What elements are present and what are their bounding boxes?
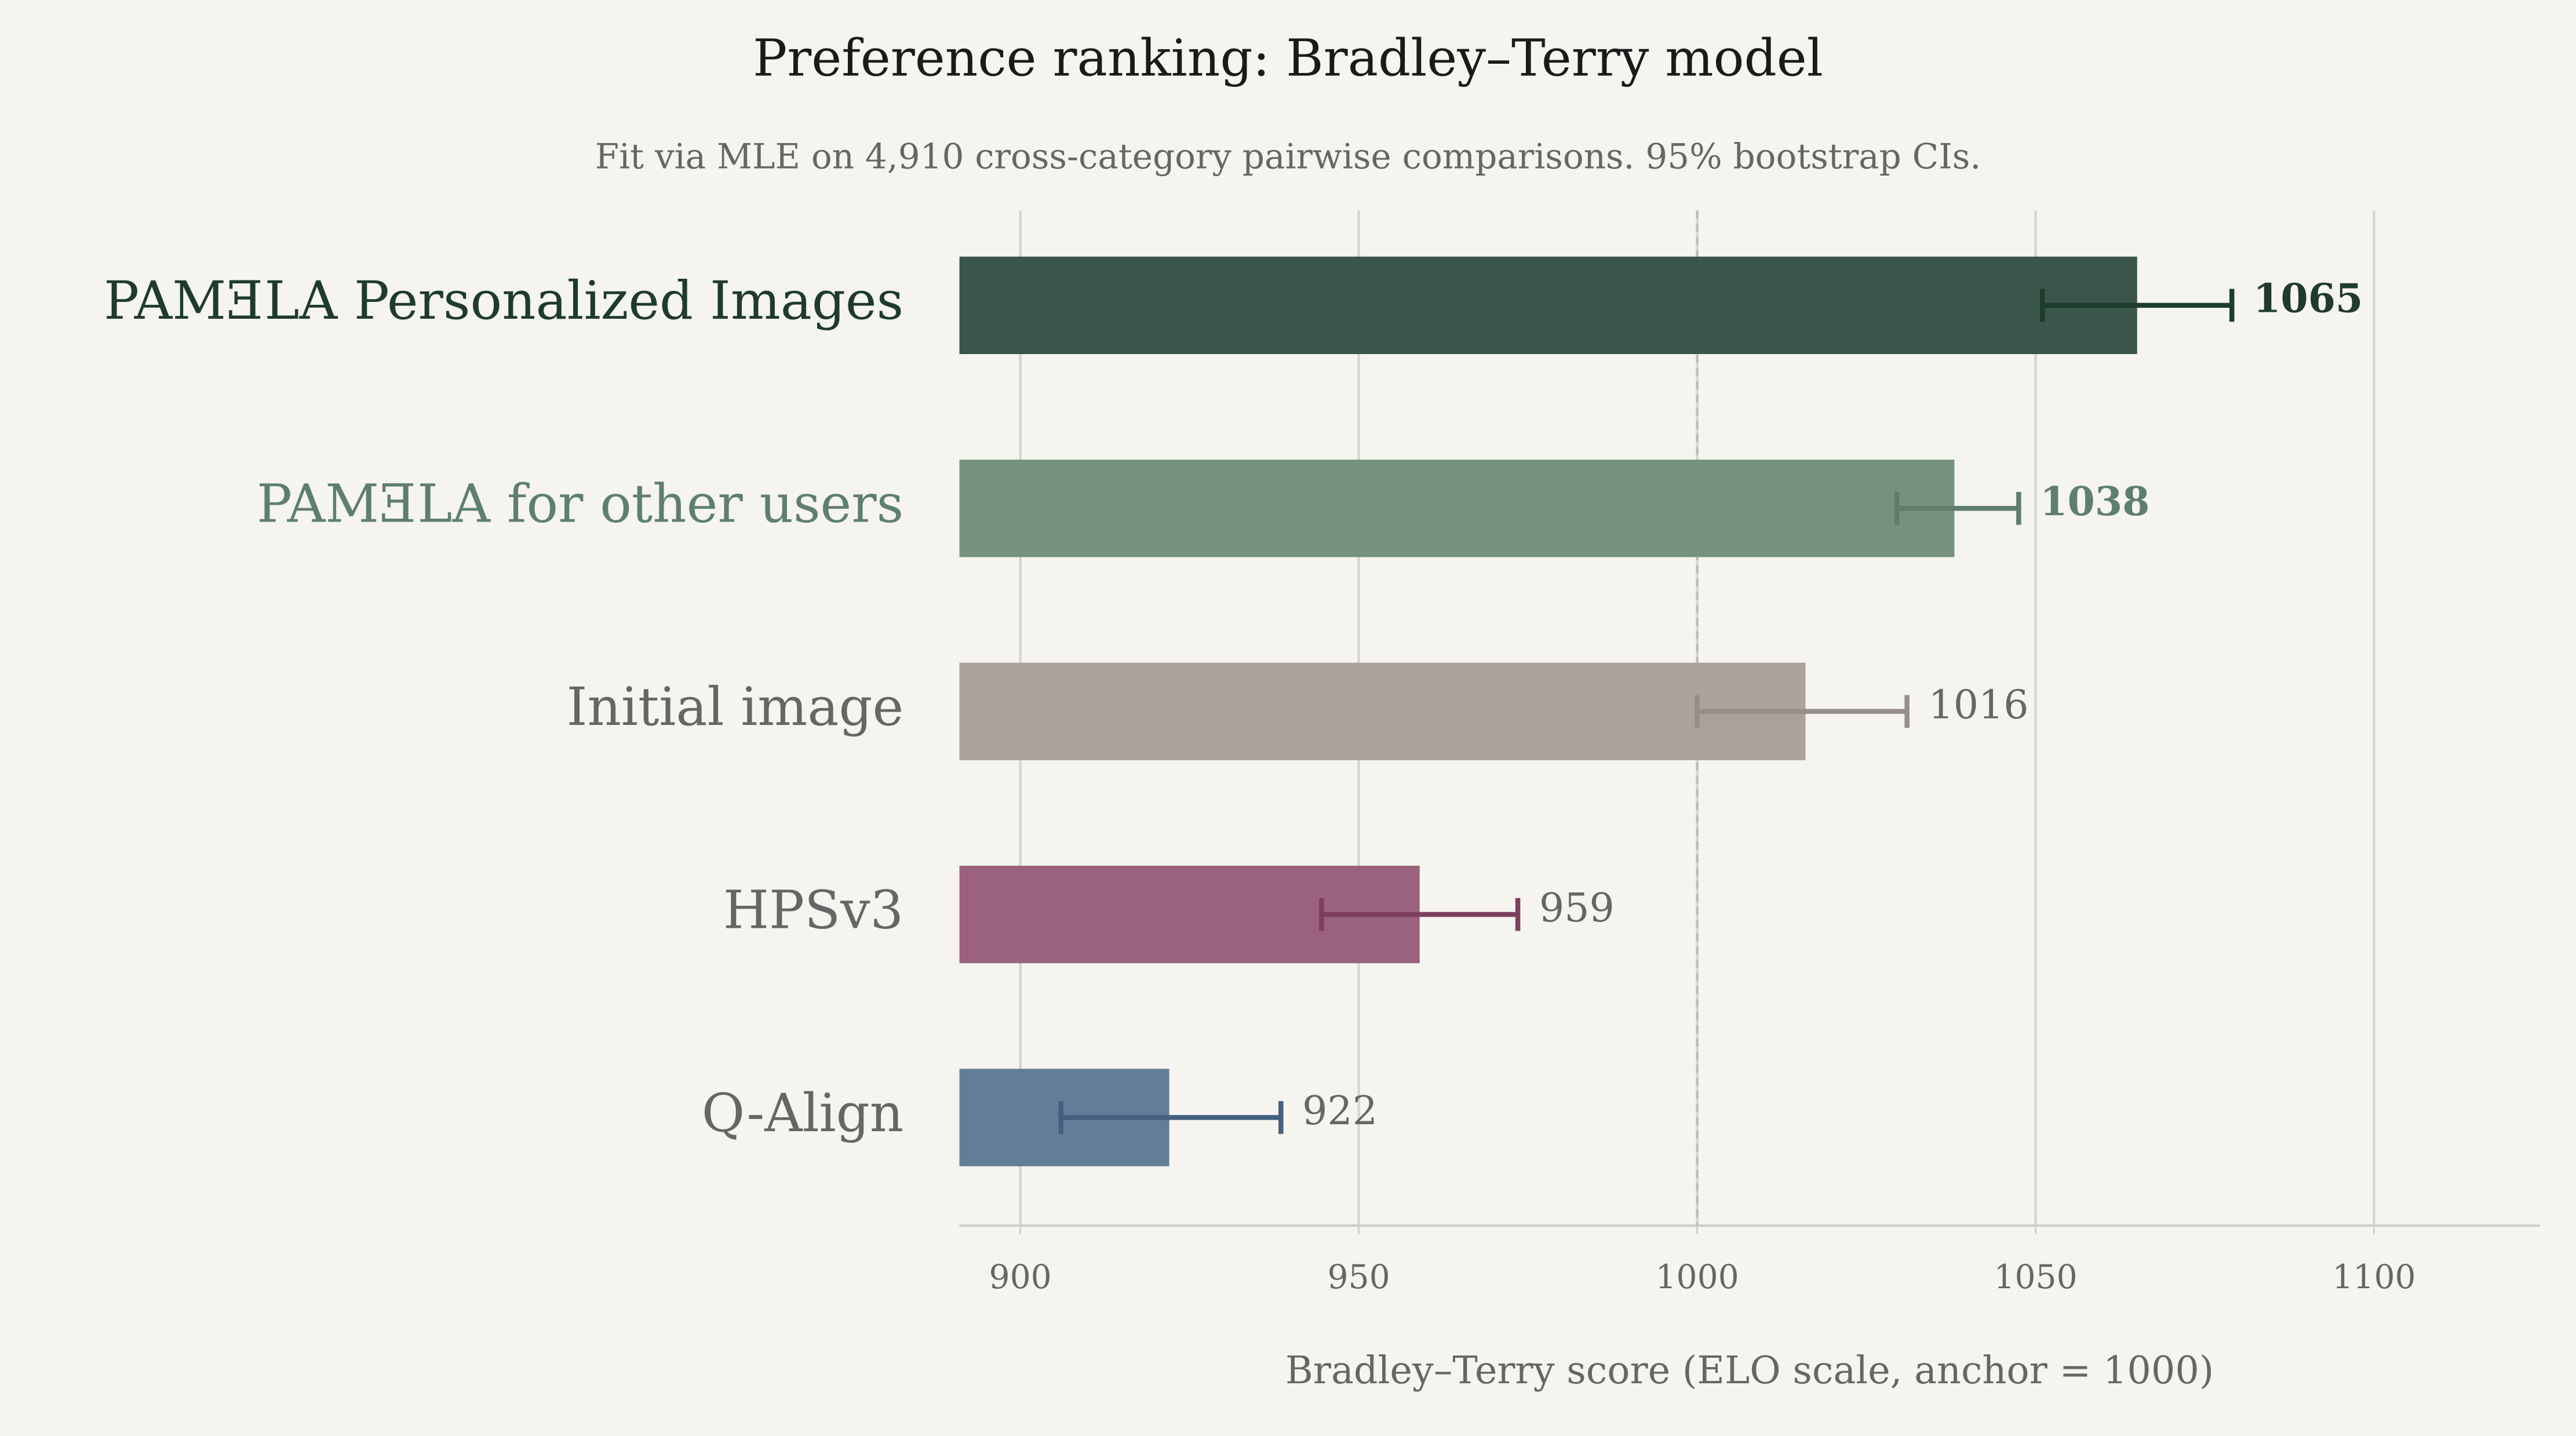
- bar: [959, 662, 1806, 760]
- y-tick-label: PAMƎLA for other users: [257, 474, 903, 535]
- value-label: 1038: [2040, 479, 2149, 525]
- y-tick-label: Initial image: [567, 677, 903, 738]
- chart-subtitle: Fit via MLE on 4,910 cross-category pair…: [595, 137, 1981, 177]
- bar: [959, 460, 1955, 557]
- value-label: 1065: [2253, 276, 2363, 322]
- value-label: 1016: [1928, 682, 2028, 728]
- x-tick-label: 900: [989, 1258, 1052, 1296]
- y-tick-label: Q-Align: [702, 1083, 903, 1144]
- x-tick-label: 1050: [1994, 1258, 2077, 1296]
- chart-title: Preference ranking: Bradley–Terry model: [753, 28, 1823, 88]
- bar: [959, 256, 2137, 354]
- x-tick-label: 1100: [2332, 1258, 2415, 1296]
- x-tick-label: 1000: [1655, 1258, 1739, 1296]
- value-label: 959: [1539, 885, 1615, 931]
- x-axis-label: Bradley–Terry score (ELO scale, anchor =…: [1285, 1348, 2214, 1393]
- y-tick-label: HPSv3: [723, 880, 903, 941]
- x-tick-label: 950: [1328, 1258, 1390, 1296]
- y-tick-label: PAMƎLA Personalized Images: [104, 271, 903, 331]
- value-label: 922: [1302, 1088, 1378, 1134]
